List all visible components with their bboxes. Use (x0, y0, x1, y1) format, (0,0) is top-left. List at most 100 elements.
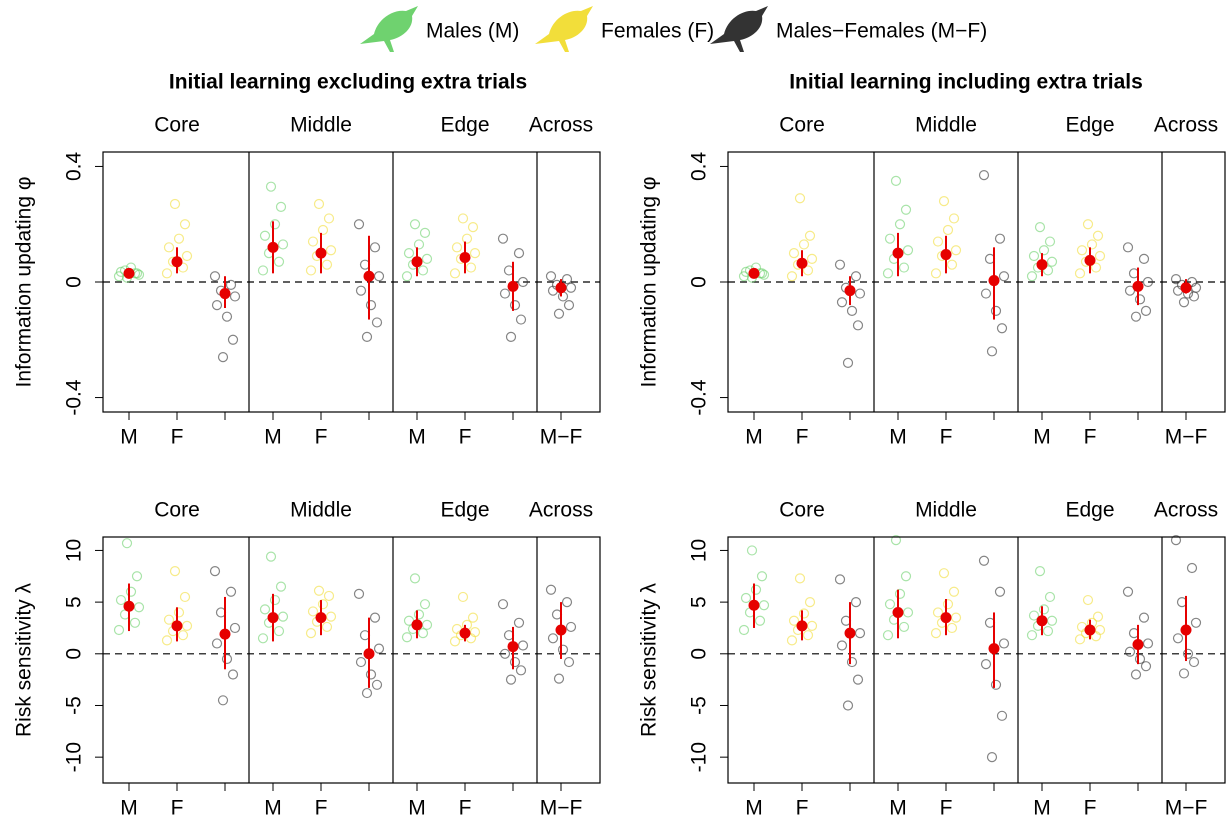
data-point (519, 641, 528, 650)
mean-point (508, 281, 519, 292)
region-label: Across (1154, 114, 1218, 137)
data-point (549, 634, 558, 643)
data-point (123, 539, 132, 548)
mean-point (989, 643, 1000, 654)
data-point (515, 249, 524, 258)
mean-point (893, 607, 904, 618)
data-point (507, 675, 516, 684)
data-point (886, 600, 895, 609)
y-tick-label: 10 (688, 539, 711, 562)
data-point (904, 246, 913, 255)
data-point (459, 214, 468, 223)
data-point (213, 639, 222, 648)
data-point (451, 269, 460, 278)
data-point (211, 272, 220, 281)
y-tick-label: 0 (688, 276, 711, 288)
mean-point (1133, 639, 1144, 650)
region-label: Middle (290, 114, 352, 137)
data-point (1136, 295, 1145, 304)
data-point (1190, 658, 1199, 667)
data-point (115, 626, 124, 635)
legend-label: Males (M) (426, 20, 519, 43)
data-point (948, 260, 957, 269)
data-point (932, 269, 941, 278)
data-point (367, 301, 376, 310)
x-tick-label: F (796, 426, 809, 449)
data-point (355, 589, 364, 598)
data-point (373, 318, 382, 327)
data-point (1048, 257, 1057, 266)
mean-point (556, 625, 567, 636)
region-label: Across (529, 114, 593, 137)
data-point (175, 608, 184, 617)
data-point (267, 552, 276, 561)
data-point (904, 608, 913, 617)
data-point (211, 567, 220, 576)
data-point (277, 202, 286, 211)
data-point (275, 627, 284, 636)
mean-point (172, 256, 183, 267)
data-point (1040, 246, 1049, 255)
mean-point (412, 619, 423, 630)
data-point (421, 600, 430, 609)
mean-point (364, 271, 375, 282)
data-point (357, 286, 366, 295)
data-point (1030, 252, 1039, 261)
x-tick-label: M (264, 797, 282, 820)
data-point (900, 263, 909, 272)
data-point (323, 260, 332, 269)
data-point (181, 220, 190, 229)
plot-frame (103, 537, 600, 783)
mean-point (412, 256, 423, 267)
data-point (279, 240, 288, 249)
data-point (171, 567, 180, 576)
region-label: Core (154, 499, 200, 522)
x-tick-label: M−F (1165, 426, 1208, 449)
data-point (1174, 634, 1183, 643)
data-point (1028, 272, 1037, 281)
data-point (838, 298, 847, 307)
x-tick-label: M (889, 797, 907, 820)
mean-point (941, 612, 952, 623)
data-point (806, 231, 815, 240)
data-point (1084, 596, 1093, 605)
data-point (1036, 567, 1045, 576)
data-point (229, 335, 238, 344)
data-point (934, 237, 943, 246)
data-point (163, 269, 172, 278)
data-point (950, 587, 959, 596)
data-point (223, 312, 232, 321)
x-tick-label: M−F (1165, 797, 1208, 820)
data-point (1140, 613, 1149, 622)
data-point (804, 631, 813, 640)
data-point (1126, 647, 1135, 656)
data-point (1040, 605, 1049, 614)
x-tick-label: M (1033, 797, 1051, 820)
data-point (1188, 564, 1197, 573)
data-point (1124, 587, 1133, 596)
data-point (171, 200, 180, 209)
data-point (748, 546, 757, 555)
mean-point (124, 268, 135, 279)
data-point (1088, 240, 1097, 249)
data-point (231, 623, 240, 632)
data-point (363, 332, 372, 341)
y-tick-label: -5 (688, 696, 711, 715)
data-point (231, 292, 240, 301)
data-point (357, 658, 366, 667)
region-label: Core (154, 114, 200, 137)
data-point (547, 272, 556, 281)
region-label: Edge (440, 499, 489, 522)
mean-point (556, 282, 567, 293)
data-point (325, 591, 334, 600)
y-axis-label: Risk sensitivity λ (638, 582, 661, 737)
data-point (896, 220, 905, 229)
data-point (1076, 269, 1085, 278)
y-axis-label: Information updating φ (638, 177, 661, 388)
y-axis-label: Information updating φ (13, 177, 36, 388)
data-point (515, 618, 524, 627)
data-point (411, 574, 420, 583)
data-point (844, 358, 853, 367)
data-point (181, 592, 190, 601)
mean-point (1181, 625, 1192, 636)
